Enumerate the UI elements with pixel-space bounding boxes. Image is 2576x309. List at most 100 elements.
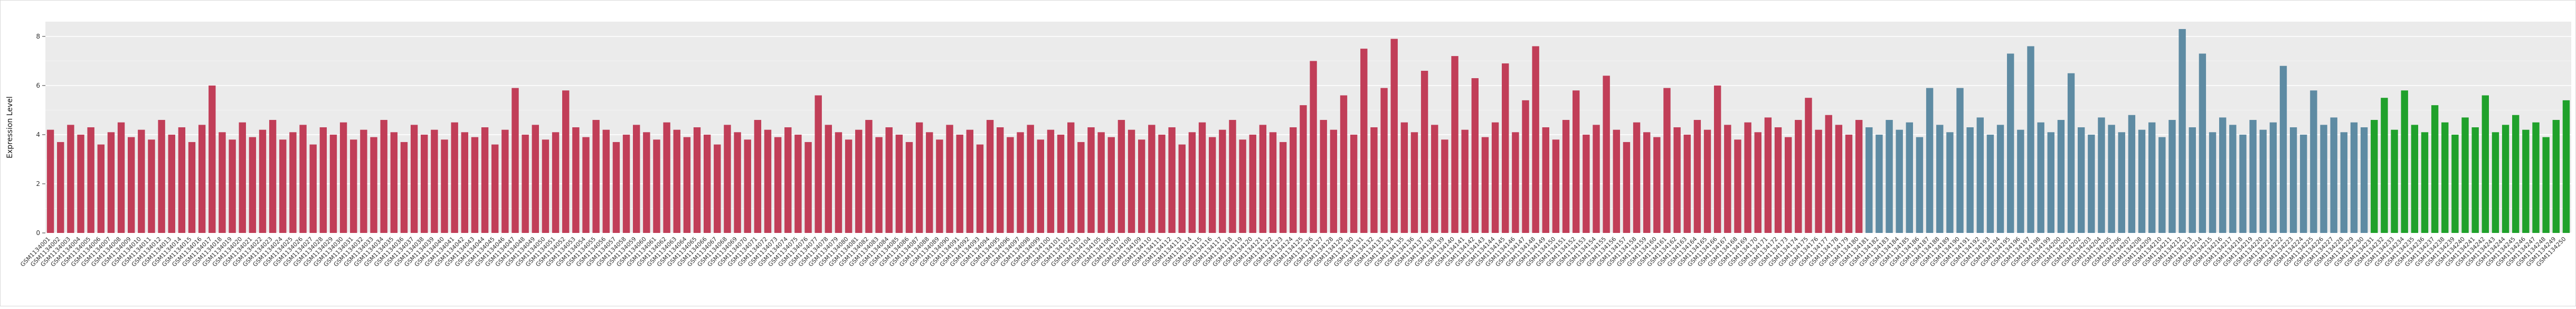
bar [612,142,620,233]
bar [1573,90,1580,233]
bar [451,122,458,233]
bar [1815,129,1822,233]
bar [1855,120,1863,233]
bar [188,142,196,233]
bar [1633,122,1641,233]
bar [1279,142,1287,233]
bar [219,132,226,233]
bar [1107,137,1115,233]
bar [269,120,277,233]
bar [875,137,883,233]
bar [1956,88,1964,233]
bar [431,129,438,233]
bar [1208,137,1216,233]
bar [1400,122,1408,233]
bar [1713,85,1721,233]
bar [1643,132,1651,233]
bar [1724,125,1731,233]
bar [2259,129,2267,233]
bar [1007,137,1014,233]
bar [2047,132,2054,233]
bar [2219,117,2227,233]
bar [744,139,751,233]
bar [2098,117,2105,233]
bar [1703,129,1711,233]
bar [2431,105,2439,233]
bar [915,122,923,233]
bar [1512,132,1519,233]
bar [1946,132,1954,233]
bar [845,139,853,233]
bar [542,139,550,233]
bar [198,125,206,233]
bar [784,127,792,233]
bar [1784,137,1792,233]
bar [1138,139,1145,233]
bar [370,137,377,233]
bar [1613,129,1620,233]
bar [1067,122,1075,233]
bar [2027,46,2034,233]
bar [127,137,135,233]
bar [2108,125,2115,233]
bar [309,144,317,233]
bar [1037,139,1044,233]
bar [2471,127,2479,233]
bar [77,134,84,233]
bar [632,125,640,233]
bar [1410,132,1418,233]
bar [329,134,337,233]
bar [339,122,347,233]
bar [87,127,94,233]
bar [835,132,842,233]
bar [1996,125,2004,233]
bar [2381,98,2388,233]
bar [1360,49,1368,233]
bar [1886,120,1893,233]
bar [2179,29,2186,233]
bar [1188,132,1196,233]
bar [2067,73,2075,233]
bar [1623,142,1631,233]
bar [2562,100,2570,233]
bar [107,132,115,233]
bar [1380,88,1388,233]
bar [209,85,216,233]
bar [905,142,913,233]
bar [572,127,580,233]
bar [158,120,165,233]
bar [1744,122,1751,233]
bar [360,129,367,233]
y-tick-label: 6 [36,82,40,89]
bar [562,90,570,233]
bar [1461,129,1469,233]
bar [2037,122,2044,233]
bar [2350,122,2358,233]
bar [2421,132,2429,233]
bar [1896,129,1903,233]
bar [299,125,307,233]
bar [1754,132,1761,233]
bar [1259,125,1267,233]
bar [97,144,105,233]
bar [259,129,267,233]
bar [481,127,489,233]
bar [2078,127,2085,233]
bar [1431,125,1438,233]
y-tick-label: 0 [36,229,40,237]
bar [471,137,479,233]
bar [2168,120,2176,233]
bar [1370,127,1378,233]
bar [855,129,863,233]
bar [1310,61,1317,233]
bar [522,134,529,233]
bar [673,129,680,233]
bar [724,125,731,233]
bar [2552,120,2560,233]
bar [552,132,560,233]
bar [815,95,822,233]
bar [622,134,630,233]
bar [532,125,539,233]
bar [1825,115,1832,233]
